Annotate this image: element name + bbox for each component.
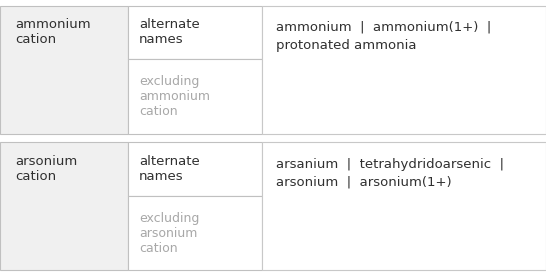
Bar (128, 6, 262, 59)
Bar (262, 142, 546, 270)
Bar (0, 6, 128, 134)
Bar (128, 196, 262, 270)
Text: excluding
arsonium
cation: excluding arsonium cation (139, 212, 199, 255)
Bar (128, 142, 262, 196)
Bar (128, 59, 262, 134)
Text: ammonium  |  ammonium(1+)  |
protonated ammonia: ammonium | ammonium(1+) | protonated amm… (276, 21, 491, 52)
Text: arsonium
cation: arsonium cation (15, 155, 78, 183)
Bar (0, 142, 128, 270)
Text: excluding
ammonium
cation: excluding ammonium cation (139, 75, 210, 118)
Bar (262, 6, 546, 134)
Text: alternate
names: alternate names (139, 18, 200, 46)
Text: alternate
names: alternate names (139, 155, 200, 183)
Text: ammonium
cation: ammonium cation (15, 18, 91, 46)
Text: arsanium  |  tetrahydridoarsenic  |
arsonium  |  arsonium(1+): arsanium | tetrahydridoarsenic | arsoniu… (276, 158, 505, 189)
